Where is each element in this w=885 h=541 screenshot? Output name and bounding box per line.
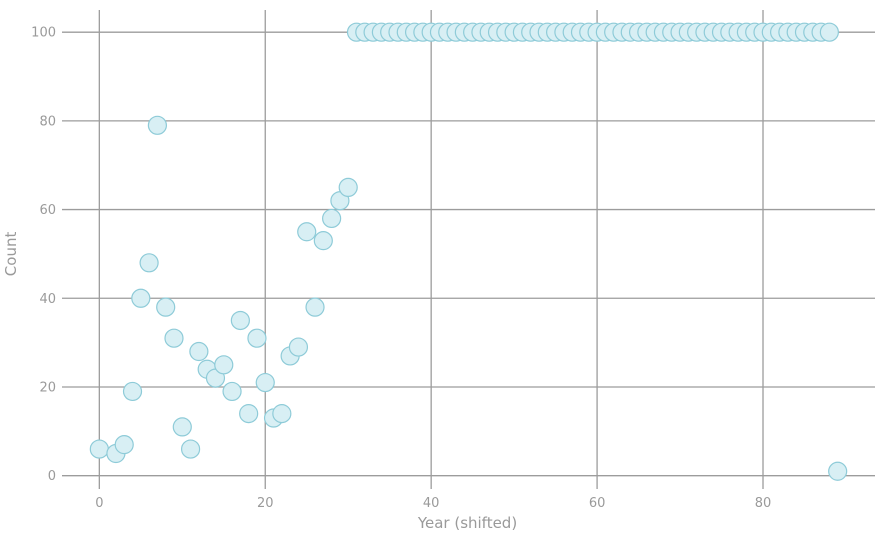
gridlines — [62, 10, 875, 489]
scatter-point — [828, 461, 848, 481]
x-tick-label: 0 — [95, 496, 103, 511]
tick-labels: 0 20 40 60 80 0 20 40 60 80 100 — [31, 26, 771, 511]
scatter-point — [180, 439, 201, 459]
y-tick-label: 100 — [31, 26, 56, 41]
x-axis-title: Year (shifted) — [417, 514, 517, 532]
scatter-point — [139, 253, 159, 273]
scatter-point — [114, 435, 134, 455]
y-tick-label: 0 — [48, 469, 56, 484]
scatter-point — [255, 372, 275, 393]
x-tick-label: 20 — [257, 496, 274, 511]
scatter-point — [338, 177, 358, 198]
scatter-point — [89, 439, 109, 459]
y-tick-label: 80 — [39, 114, 56, 129]
scatter-point — [189, 341, 209, 362]
scatter-point — [239, 404, 259, 424]
scatter-point — [122, 381, 143, 402]
scatter-point — [313, 231, 333, 251]
data-points — [89, 22, 848, 481]
scatter-point — [297, 222, 317, 242]
scatter-point — [322, 208, 342, 229]
scatter-point — [156, 297, 176, 317]
y-tick-label: 20 — [39, 380, 56, 395]
scatter-point — [230, 310, 250, 331]
scatter-point — [247, 328, 267, 348]
y-tick-label: 40 — [39, 292, 56, 307]
scatter-point — [305, 297, 325, 317]
scatter-point — [164, 328, 184, 348]
scatter-point — [131, 288, 151, 308]
scatter-point — [147, 115, 168, 135]
scatter-point — [288, 337, 309, 357]
y-tick-label: 60 — [39, 203, 56, 218]
y-axis-title: Count — [2, 232, 20, 277]
x-tick-label: 40 — [423, 496, 440, 511]
scatter-point — [272, 404, 292, 424]
scatter-point — [214, 355, 234, 375]
x-tick-label: 80 — [755, 496, 772, 511]
x-tick-label: 60 — [589, 496, 606, 511]
scatter-point — [222, 381, 242, 402]
scatter-point — [172, 417, 192, 437]
scatter-point — [819, 22, 839, 42]
